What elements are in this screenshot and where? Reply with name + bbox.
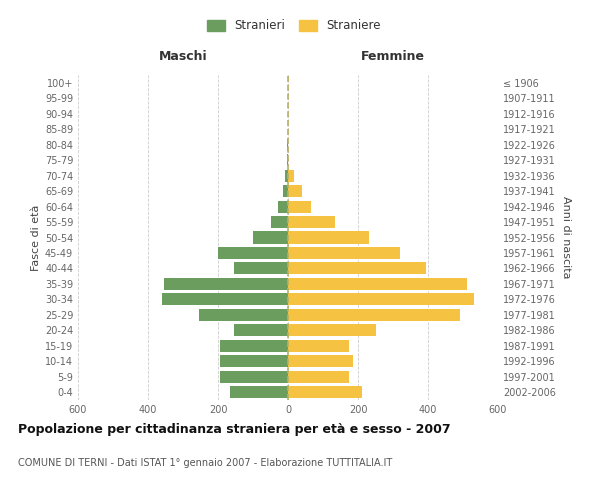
Bar (288, 386, 361, 398)
Bar (220, 356, 288, 368)
Bar (164, 278, 288, 290)
Bar (287, 154, 288, 166)
Bar (288, 262, 426, 274)
Bar (220, 371, 288, 383)
Bar (288, 185, 302, 197)
Bar (288, 247, 400, 259)
Bar (288, 216, 335, 228)
Y-axis label: Anni di nascita: Anni di nascita (561, 196, 571, 279)
Bar (162, 294, 288, 306)
Text: Femmine: Femmine (361, 50, 425, 62)
Text: COMUNE DI TERNI - Dati ISTAT 1° gennaio 2007 - Elaborazione TUTTITALIA.IT: COMUNE DI TERNI - Dati ISTAT 1° gennaio … (18, 458, 392, 468)
Y-axis label: Fasce di età: Fasce di età (31, 204, 41, 270)
Bar (288, 294, 473, 306)
Bar (288, 232, 368, 243)
Bar (287, 138, 288, 150)
Bar (234, 324, 288, 336)
Legend: Stranieri, Straniere: Stranieri, Straniere (203, 16, 385, 36)
Bar (271, 216, 288, 228)
Bar (288, 309, 460, 321)
Bar (277, 200, 288, 212)
Bar (218, 247, 288, 259)
Bar (288, 356, 353, 368)
Bar (288, 371, 349, 383)
Bar (288, 340, 349, 352)
Bar (283, 185, 288, 197)
Bar (288, 170, 295, 181)
Bar (253, 232, 288, 243)
Text: Popolazione per cittadinanza straniera per età e sesso - 2007: Popolazione per cittadinanza straniera p… (18, 422, 451, 436)
Bar (288, 200, 311, 212)
Bar (288, 278, 467, 290)
Bar (199, 309, 288, 321)
Bar (288, 324, 376, 336)
Bar (284, 170, 288, 181)
Bar (220, 340, 288, 352)
Text: Maschi: Maschi (158, 50, 208, 62)
Bar (234, 262, 288, 274)
Bar (230, 386, 288, 398)
